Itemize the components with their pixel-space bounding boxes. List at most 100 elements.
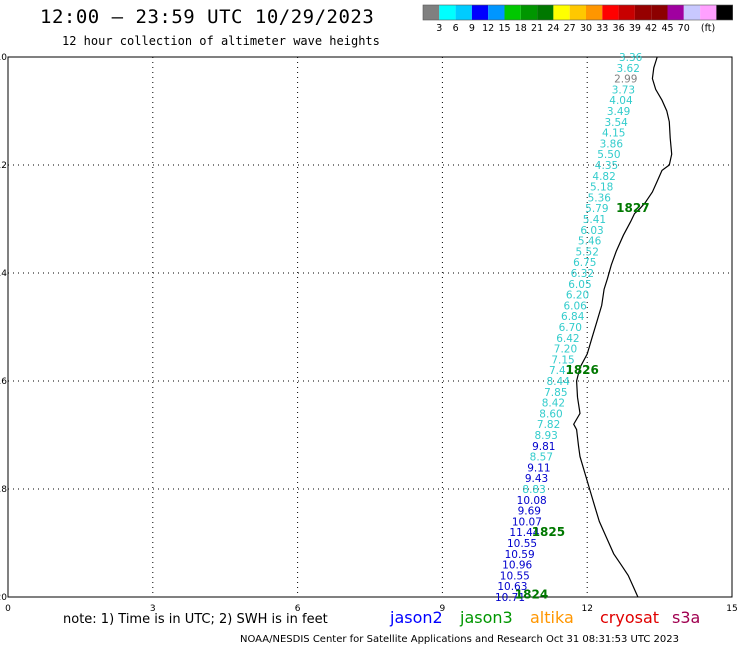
legend-label: 70 [678, 23, 690, 34]
legend-swatch [439, 5, 456, 20]
wave-height-label: 10.55 [507, 538, 537, 550]
time-label: 1826 [565, 363, 598, 377]
time-label: 1824 [515, 587, 548, 601]
color-legend: 3 6 9 12 15 18 21 24 27 30 33 36 39 42 45 70 (ft) [422, 4, 734, 34]
legend-label: 21 [531, 23, 543, 34]
map-title: 12:00 – 23:59 UTC 10/29/2023 [40, 6, 375, 28]
footnote: note: 1) Time is in UTC; 2) SWH is in fe… [63, 612, 328, 627]
wave-height-label: 3.73 [612, 84, 635, 96]
legend-label: (ft) [701, 23, 715, 34]
wave-height-label: 10.07 [512, 516, 542, 528]
coastline-path [573, 56, 673, 598]
wave-height-label: 3.86 [600, 138, 624, 150]
wave-height-label: 2.99 [614, 74, 637, 86]
wave-height-label: 7.15 [551, 354, 574, 366]
time-label: 1825 [532, 525, 565, 539]
wave-height-label: 8.42 [542, 398, 565, 410]
satellite-altika: altika [530, 608, 574, 627]
wave-height-label: 9.43 [525, 473, 548, 485]
y-tick-label: -14 [0, 269, 7, 279]
wave-height-label: 5.50 [597, 149, 620, 161]
legend-label: 18 [515, 23, 527, 34]
satellite-cryosat: cryosat [600, 608, 660, 627]
wave-height-label: 6.70 [559, 322, 582, 334]
wave-height-label: 10.08 [517, 495, 547, 507]
legend-swatch [471, 5, 489, 20]
map-subtitle: 12 hour collection of altimeter wave hei… [62, 34, 380, 48]
wave-height-label: 5.52 [576, 246, 599, 258]
wave-height-label: 7.20 [554, 344, 577, 356]
legend-label: 30 [580, 23, 592, 34]
wave-height-label: 9.81 [532, 441, 555, 453]
wave-height-label: 10.71 [495, 592, 525, 604]
wave-height-label: 5.36 [588, 192, 612, 204]
wave-height-label: 3.62 [617, 63, 640, 75]
legend-swatch [586, 5, 603, 20]
wave-height-label: 6.20 [566, 290, 589, 302]
wave-height-label: 3.54 [604, 117, 628, 129]
wave-height-label: 5.46 [578, 236, 602, 248]
legend-swatch [651, 5, 668, 20]
x-tick-label: 0 [5, 604, 11, 614]
wave-height-label: 7.47 [549, 365, 572, 377]
legend-label: 27 [564, 23, 576, 34]
legend-swatch [455, 5, 472, 20]
wave-height-label: 3.49 [607, 106, 630, 118]
wave-height-label: 5.18 [590, 182, 613, 194]
time-labels: 1827 1826 1825 1824 [515, 201, 650, 601]
x-tick-label: 9 [440, 604, 446, 614]
legend-label: 24 [547, 23, 559, 34]
altimeter-track: 3.363.622.993.734.043.493.544.153.865.50… [495, 52, 643, 604]
wave-height-label: 3.36 [619, 52, 643, 64]
wave-height-label: 9.11 [527, 462, 550, 474]
satellite-jason3: jason3 [460, 608, 513, 627]
legend-label: 12 [482, 23, 494, 34]
legend-swatch [537, 5, 554, 20]
legend-swatch [569, 5, 586, 20]
satellite-jason2: jason2 [390, 608, 443, 627]
x-tick-label: 3 [150, 604, 156, 614]
y-tick-label: -10 [0, 53, 7, 63]
credit-line: NOAA/NESDIS Center for Satellite Applica… [240, 634, 679, 645]
wave-height-label: 4.04 [609, 95, 633, 107]
legend-swatch [700, 5, 717, 20]
legend-swatch [618, 5, 635, 20]
time-label: 1827 [616, 201, 649, 215]
y-tick-label: -12 [0, 161, 7, 171]
wave-height-label: 10.96 [502, 560, 532, 572]
legend-label: 42 [645, 23, 657, 34]
wave-height-label: 8.57 [530, 452, 553, 464]
wave-height-label: 5.41 [583, 214, 606, 226]
legend-label: 15 [498, 23, 510, 34]
legend-swatch [520, 5, 538, 20]
wave-height-label: 6.03 [580, 225, 603, 237]
y-tick-label: -20 [0, 593, 7, 603]
x-tick-label: 6 [295, 604, 301, 614]
wave-height-label: 8.83 [522, 484, 545, 496]
wave-height-label: 10.59 [505, 549, 535, 561]
wave-height-label: 8.93 [534, 430, 557, 442]
wave-height-label: 5.79 [585, 203, 608, 215]
legend-swatch [553, 5, 570, 20]
wave-height-label: 4.15 [602, 128, 625, 140]
map-frame [7, 56, 733, 598]
legend-label: 3 [436, 23, 442, 34]
legend-label: 6 [453, 23, 459, 34]
satellite-s3a: s3a [672, 608, 701, 627]
legend-swatch [667, 5, 684, 20]
wave-height-label: 6.32 [571, 268, 594, 280]
x-tick-label: 15 [726, 604, 737, 614]
legend-label: 45 [661, 23, 673, 34]
wave-height-label: 10.55 [500, 570, 530, 582]
legend-label: 36 [613, 23, 625, 34]
wave-height-label: 4.82 [592, 171, 615, 183]
legend-swatch [602, 5, 619, 20]
wave-height-label: 8.60 [539, 408, 562, 420]
wave-height-label: 10.63 [497, 581, 527, 593]
wave-height-label: 7.82 [537, 419, 560, 431]
map-grid [7, 56, 733, 598]
y-tick-label: -18 [0, 485, 7, 495]
legend-label: 33 [596, 23, 608, 34]
